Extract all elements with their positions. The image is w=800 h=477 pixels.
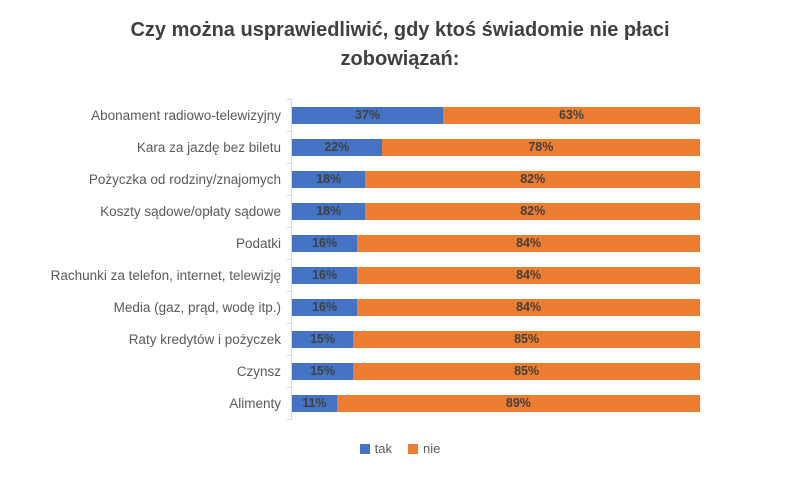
value-label: 63%	[558, 108, 584, 122]
value-label: 15%	[310, 332, 336, 346]
category-label: Abonament radiowo-telewizyjny	[91, 107, 281, 123]
segment-tak: 11%	[292, 394, 337, 412]
stacked-bar: 15% 85%	[292, 330, 700, 348]
category-label: Kara za jazdę bez biletu	[136, 139, 281, 155]
legend: tak nie	[0, 441, 800, 456]
segment-tak: 37%	[292, 106, 443, 124]
legend-label: nie	[422, 441, 441, 456]
bar-row: Media (gaz, prąd, wodę itp.) 16% 84%	[0, 291, 800, 323]
tick-mark	[287, 291, 292, 292]
tick-mark	[287, 387, 292, 388]
segment-nie: 78%	[381, 138, 700, 156]
value-label: 18%	[316, 172, 342, 186]
value-label: 82%	[520, 204, 546, 218]
value-label: 15%	[310, 364, 336, 378]
value-label: 37%	[354, 108, 380, 122]
segment-nie: 85%	[353, 362, 700, 380]
tick-mark	[287, 195, 292, 196]
bar-row: Czynsz 15% 85%	[0, 355, 800, 387]
bar-row: Podatki 16% 84%	[0, 227, 800, 259]
legend-item-nie: nie	[407, 441, 441, 456]
bar-row: Koszty sądowe/opłaty sądowe 18% 82%	[0, 195, 800, 227]
category-label: Pożyczka od rodziny/znajomych	[88, 171, 281, 187]
segment-tak: 16%	[292, 298, 358, 316]
value-label: 18%	[316, 204, 342, 218]
segment-tak: 15%	[292, 362, 354, 380]
stacked-bar: 22% 78%	[292, 138, 700, 156]
value-label: 89%	[505, 396, 531, 410]
segment-tak: 15%	[292, 330, 354, 348]
tick-mark	[287, 419, 292, 420]
segment-tak: 16%	[292, 234, 358, 252]
value-label: 16%	[312, 300, 338, 314]
value-label: 78%	[528, 140, 554, 154]
stacked-bar: 16% 84%	[292, 298, 700, 316]
stacked-bar: 16% 84%	[292, 266, 700, 284]
category-label: Media (gaz, prąd, wodę itp.)	[113, 299, 281, 315]
category-label: Czynsz	[236, 363, 281, 379]
value-label: 11%	[302, 396, 327, 410]
category-label: Alimenty	[229, 395, 281, 411]
segment-nie: 84%	[357, 266, 700, 284]
tick-mark	[287, 163, 292, 164]
legend-label: tak	[374, 441, 392, 456]
segment-tak: 16%	[292, 266, 358, 284]
value-label: 22%	[324, 140, 350, 154]
plot-area: Abonament radiowo-telewizyjny 37% 63% Kara …	[0, 99, 800, 420]
segment-nie: 84%	[357, 234, 700, 252]
value-label: 82%	[520, 172, 546, 186]
bar-row: Rachunki za telefon, internet, telewizję…	[0, 259, 800, 291]
stacked-bar: 18% 82%	[292, 202, 700, 220]
segment-tak: 18%	[292, 202, 366, 220]
segment-tak: 22%	[292, 138, 382, 156]
legend-swatch-icon	[407, 443, 418, 454]
category-label: Raty kredytów i pożyczek	[128, 331, 281, 347]
value-label: 85%	[514, 364, 540, 378]
segment-nie: 82%	[365, 170, 700, 188]
stacked-bar: 11% 89%	[292, 394, 700, 412]
plot-rows: Abonament radiowo-telewizyjny 37% 63% Kara …	[0, 99, 800, 419]
category-label: Podatki	[235, 235, 281, 251]
value-label: 16%	[312, 236, 338, 250]
stacked-bar: 16% 84%	[292, 234, 700, 252]
segment-nie: 63%	[442, 106, 700, 124]
segment-nie: 82%	[365, 202, 700, 220]
tick-mark	[287, 99, 292, 100]
tick-mark	[287, 259, 292, 260]
bar-row: Kara za jazdę bez biletu 22% 78%	[0, 131, 800, 163]
tick-mark	[287, 131, 292, 132]
legend-item-tak: tak	[359, 441, 392, 456]
segment-nie: 89%	[336, 394, 700, 412]
value-label: 84%	[516, 268, 542, 282]
value-label: 85%	[514, 332, 540, 346]
value-label: 84%	[516, 300, 542, 314]
stacked-bar: 18% 82%	[292, 170, 700, 188]
bar-row: Alimenty 11% 89%	[0, 387, 800, 419]
bar-row: Abonament radiowo-telewizyjny 37% 63%	[0, 99, 800, 131]
category-label: Koszty sądowe/opłaty sądowe	[100, 203, 281, 219]
category-label: Rachunki za telefon, internet, telewizję	[50, 267, 281, 283]
segment-nie: 84%	[357, 298, 700, 316]
tick-mark	[287, 227, 292, 228]
bar-row: Raty kredytów i pożyczek 15% 85%	[0, 323, 800, 355]
value-label: 84%	[516, 236, 542, 250]
legend-swatch-icon	[359, 443, 370, 454]
segment-nie: 85%	[353, 330, 700, 348]
value-label: 16%	[312, 268, 338, 282]
tick-mark	[287, 355, 292, 356]
chart-title: Czy można usprawiedliwić, gdy ktoś świad…	[130, 19, 670, 70]
stacked-bar: 15% 85%	[292, 362, 700, 380]
bar-row: Pożyczka od rodziny/znajomych 18% 82%	[0, 163, 800, 195]
stacked-bar: 37% 63%	[292, 106, 700, 124]
tick-mark	[287, 323, 292, 324]
segment-tak: 18%	[292, 170, 366, 188]
